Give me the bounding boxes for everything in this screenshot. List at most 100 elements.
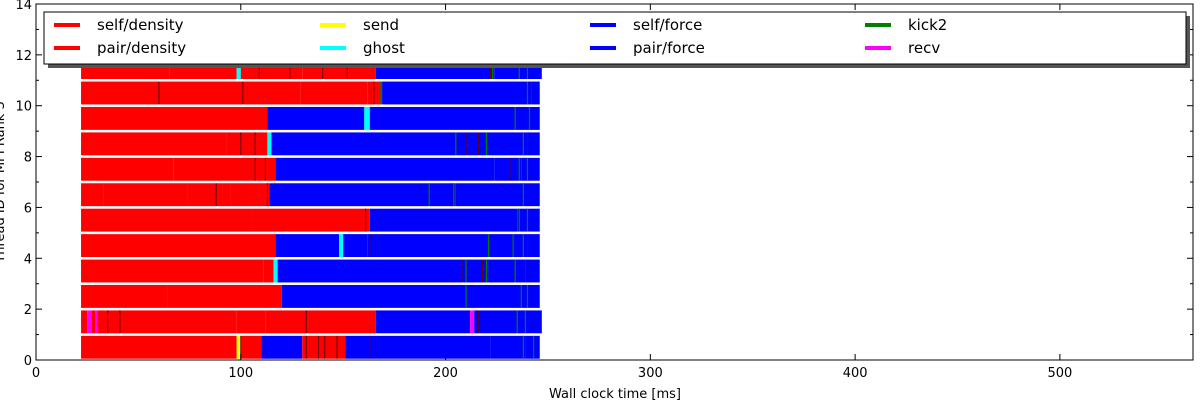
- task-bar-thread-6-density: [103, 183, 188, 207]
- task-bar-thread-1-density: [97, 310, 237, 334]
- task-bar-thread-5-density: [81, 208, 252, 232]
- task-bar-thread-1-density: [91, 310, 96, 334]
- y-axis-label: Thread ID for MPI Rank 3: [0, 101, 8, 263]
- task-bar-thread-1-density: [236, 310, 266, 334]
- x-tick-label: 200: [433, 366, 458, 381]
- task-bar-thread-6-force: [429, 183, 456, 207]
- task-bar-thread-6-density: [230, 183, 270, 207]
- x-tick-label: 400: [843, 366, 868, 381]
- legend-box: [43, 11, 1187, 65]
- task-bar-thread-0-density: [81, 335, 237, 359]
- x-tick-label: 500: [1047, 366, 1072, 381]
- task-bar-thread-5-force: [517, 208, 540, 232]
- bars-layer: [81, 56, 542, 359]
- y-tick-label: 6: [24, 201, 32, 216]
- task-bar-thread-5-density: [251, 208, 370, 232]
- task-bar-thread-0-send: [236, 335, 241, 359]
- task-bar-thread-7-force: [494, 157, 522, 181]
- y-tick-label: 14: [15, 0, 32, 13]
- task-bar-thread-9-force: [267, 106, 364, 130]
- y-tick-label: 4: [24, 252, 32, 267]
- task-bar-thread-2-force: [466, 284, 522, 308]
- task-bar-thread-4-density: [81, 234, 276, 258]
- task-bar-thread-9-force: [515, 106, 540, 130]
- task-bar-thread-9-ghost: [363, 106, 370, 130]
- task-bar-thread-3-density: [81, 259, 264, 283]
- task-bar-thread-3-density: [263, 259, 274, 283]
- task-bar-thread-8-force: [486, 132, 528, 156]
- axis-ticks: 0 100 200 300 400 500 0 2 4 6 8 10 12 14: [15, 0, 1193, 381]
- task-bar-thread-10-density: [228, 81, 301, 105]
- task-bar-thread-3-force: [488, 259, 526, 283]
- task-bar-thread-0-density: [302, 335, 346, 359]
- task-bar-thread-4-force: [486, 234, 528, 258]
- task-bar-thread-1-force: [375, 310, 471, 334]
- task-bar-thread-2-force: [521, 284, 540, 308]
- task-bar-thread-6-density: [187, 183, 231, 207]
- task-bar-thread-4-force: [367, 234, 487, 258]
- task-bar-thread-4-force: [527, 234, 540, 258]
- legend-label: kick2: [908, 16, 947, 34]
- legend-label: pair/density: [97, 39, 186, 57]
- task-bar-thread-6-density: [81, 183, 104, 207]
- task-bar-thread-1-recv: [95, 310, 98, 334]
- task-bar-thread-1-force: [474, 310, 518, 334]
- task-bar-thread-3-force: [277, 259, 464, 283]
- task-bar-thread-2-force: [281, 284, 467, 308]
- x-tick-label: 300: [638, 366, 663, 381]
- legend-label: self/force: [633, 16, 702, 34]
- y-tick-label: 0: [24, 354, 32, 369]
- y-tick-label: 2: [24, 303, 32, 318]
- task-bar-thread-10-density: [367, 81, 383, 105]
- legend: self/density pair/density send ghost self/fo…: [43, 11, 1190, 68]
- task-bar-thread-9-force: [369, 106, 516, 130]
- task-bar-thread-2-density: [167, 284, 282, 308]
- task-bar-thread-3-force: [463, 259, 489, 283]
- task-bar-thread-10-density: [81, 81, 143, 105]
- task-bar-thread-4-force: [343, 234, 368, 258]
- task-bar-thread-7-density: [81, 157, 174, 181]
- task-bar-thread-10-force: [531, 81, 540, 105]
- task-bar-thread-9-density: [81, 106, 268, 130]
- legend-label: recv: [908, 39, 940, 57]
- legend-label: self/density: [97, 16, 184, 34]
- task-bar-thread-3-ghost: [273, 259, 278, 283]
- task-bar-thread-7-force: [275, 157, 495, 181]
- task-bar-thread-1-density: [265, 310, 307, 334]
- task-bar-thread-1-density: [306, 310, 376, 334]
- task-bar-thread-0-force: [261, 335, 303, 359]
- task-bar-thread-3-force: [525, 259, 540, 283]
- y-tick-label: 12: [15, 49, 32, 64]
- task-bar-thread-4-ghost: [339, 234, 344, 258]
- y-tick-label: 10: [15, 100, 32, 115]
- task-bar-thread-1-force: [517, 310, 542, 334]
- task-bar-thread-0-force: [525, 335, 540, 359]
- x-tick-label: 0: [32, 366, 40, 381]
- task-bar-thread-0-force: [490, 335, 526, 359]
- task-bar-thread-10-force: [382, 81, 532, 105]
- x-axis-label: Wall clock time [ms]: [549, 387, 681, 400]
- task-bar-thread-8-density: [81, 132, 186, 156]
- task-bar-thread-8-force: [271, 132, 456, 156]
- task-bar-thread-5-force: [369, 208, 518, 232]
- task-bar-thread-8-density: [226, 132, 268, 156]
- legend-label: ghost: [363, 39, 405, 57]
- task-bar-thread-0-force: [345, 335, 491, 359]
- legend-label: pair/force: [633, 39, 705, 57]
- y-tick-label: 8: [24, 151, 32, 166]
- task-bar-thread-7-force: [521, 157, 540, 181]
- task-bar-thread-8-force: [455, 132, 487, 156]
- task-bar-thread-7-density: [173, 157, 256, 181]
- task-bar-thread-6-force: [269, 183, 430, 207]
- task-bar-thread-6-force: [455, 183, 524, 207]
- task-bar-thread-0-density: [240, 335, 262, 359]
- task-bar-thread-10-density: [300, 81, 368, 105]
- task-bar-thread-1-density: [81, 310, 88, 334]
- task-bar-thread-1-recv: [470, 310, 475, 334]
- task-bar-thread-8-force: [527, 132, 540, 156]
- task-bar-thread-6-force: [523, 183, 540, 207]
- task-bar-thread-1-recv: [87, 310, 92, 334]
- task-bar-thread-10-density: [142, 81, 229, 105]
